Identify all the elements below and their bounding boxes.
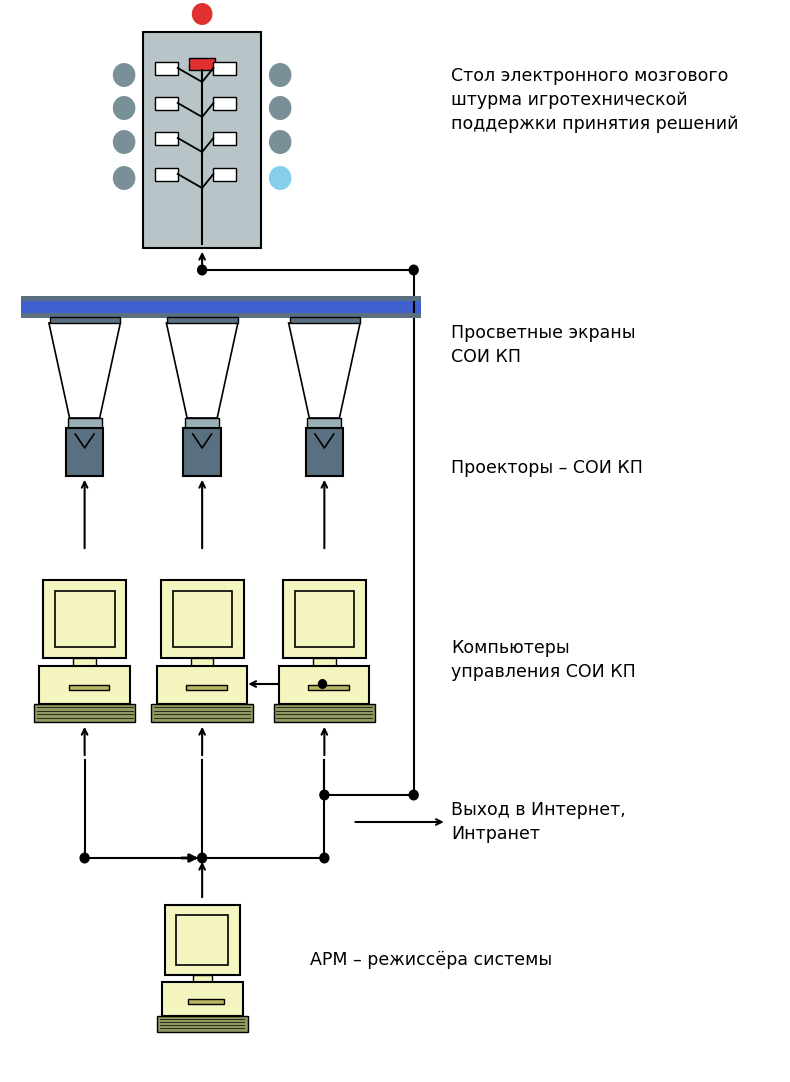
Polygon shape (167, 324, 238, 418)
Circle shape (197, 853, 207, 863)
Bar (279, 667, 370, 704)
Text: Компьютеры
управления СОИ КП: Компьютеры управления СОИ КП (451, 639, 636, 681)
Bar (152, 704, 253, 722)
Circle shape (269, 166, 292, 190)
Text: Просветные экраны
СОИ КП: Просветные экраны СОИ КП (451, 325, 636, 366)
Bar (162, 982, 243, 1016)
Bar (155, 97, 178, 110)
Bar (186, 685, 227, 690)
Bar (185, 418, 219, 428)
Circle shape (113, 130, 135, 154)
Circle shape (269, 130, 292, 154)
Bar (308, 685, 349, 690)
Circle shape (269, 96, 292, 120)
Bar (68, 418, 102, 428)
Bar (188, 999, 224, 1004)
Circle shape (269, 63, 292, 87)
Text: Выход в Интернет,
Интранет: Выход в Интернет, Интранет (451, 801, 626, 843)
Bar (66, 428, 103, 476)
Bar (213, 168, 236, 181)
Bar (155, 62, 178, 75)
Bar (290, 317, 360, 324)
Bar (213, 132, 236, 145)
Bar (155, 132, 178, 145)
Circle shape (192, 3, 213, 25)
Bar (161, 580, 243, 658)
Circle shape (319, 790, 329, 801)
Bar (176, 915, 228, 965)
Bar (191, 658, 213, 667)
Bar (313, 658, 336, 667)
Bar (157, 1016, 248, 1032)
Circle shape (408, 264, 419, 276)
Circle shape (197, 264, 207, 276)
Polygon shape (49, 324, 120, 418)
Circle shape (318, 679, 327, 689)
Bar (55, 591, 115, 647)
Bar (213, 62, 236, 75)
Bar (73, 658, 96, 667)
Circle shape (408, 790, 419, 801)
Text: Стол электронного мозгового
штурма игротехнической
поддержки принятия решений: Стол электронного мозгового штурма игрот… (451, 67, 739, 133)
Bar (43, 580, 126, 658)
Bar (307, 418, 341, 428)
Bar (34, 704, 135, 722)
Bar (50, 317, 120, 324)
Bar (165, 905, 239, 975)
Bar (283, 580, 366, 658)
Circle shape (113, 63, 135, 87)
Bar (21, 298, 421, 318)
Bar (295, 591, 355, 647)
Text: АРМ – режиссёра системы: АРМ – режиссёра системы (310, 951, 552, 969)
Bar (189, 58, 216, 70)
Bar (21, 296, 421, 301)
Circle shape (113, 96, 135, 120)
Polygon shape (288, 324, 360, 418)
Bar (143, 32, 261, 248)
Bar (213, 97, 236, 110)
Bar (273, 704, 375, 722)
Circle shape (80, 853, 90, 863)
Bar (173, 591, 232, 647)
Circle shape (319, 853, 329, 863)
Text: Проекторы – СОИ КП: Проекторы – СОИ КП (451, 459, 643, 477)
Bar (157, 667, 247, 704)
Circle shape (113, 166, 135, 190)
Bar (69, 685, 109, 690)
Bar (167, 317, 238, 324)
Bar (183, 428, 221, 476)
Bar (21, 313, 421, 318)
Bar (193, 975, 213, 982)
Bar (155, 168, 178, 181)
Bar (306, 428, 343, 476)
Bar (40, 667, 130, 704)
